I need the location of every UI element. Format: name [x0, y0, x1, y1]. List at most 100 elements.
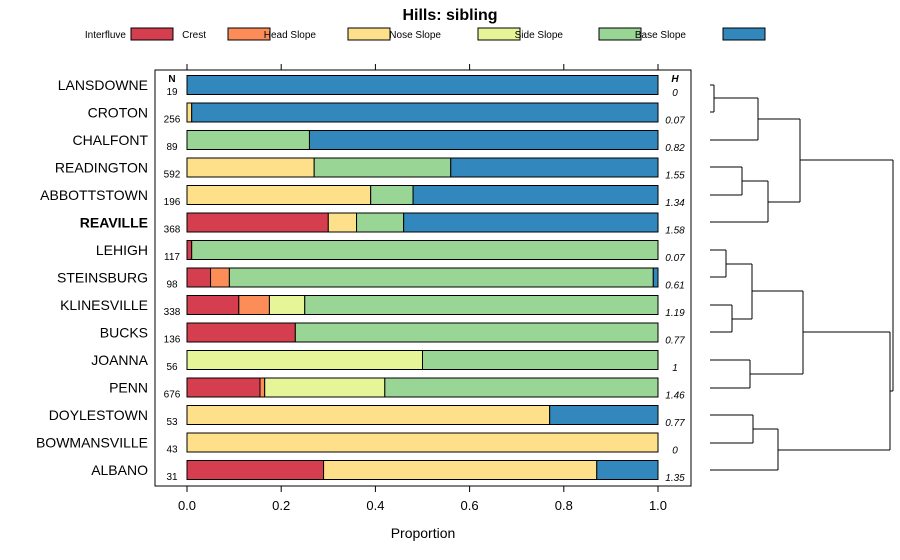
bar-segment [186, 377, 261, 398]
n-value: 136 [164, 335, 181, 346]
legend-swatch [722, 27, 766, 41]
category-label: PENN [109, 380, 148, 396]
x-tick-label: 0.0 [178, 498, 196, 513]
dendrogram-link [710, 84, 715, 113]
dendrogram-link [800, 159, 894, 392]
category-label: ALBANO [91, 462, 148, 478]
legend-label: Crest [182, 30, 206, 41]
legend-label: Interfluve [85, 30, 127, 41]
bar-segment [186, 350, 423, 370]
dendrogram-link [726, 263, 753, 320]
bar-segment [186, 102, 193, 123]
bar-segment [268, 295, 306, 315]
bar-segment [186, 267, 212, 288]
bar-segment [304, 295, 659, 315]
n-value: 368 [164, 225, 181, 236]
legend-swatch [598, 27, 642, 41]
legend-swatch [347, 27, 391, 41]
plot-frame [154, 69, 692, 487]
category-label: LANSDOWNE [58, 77, 148, 93]
bar-segment [210, 267, 230, 288]
bar-segment [264, 377, 386, 398]
legend-label: Base Slope [635, 30, 687, 41]
bar-segment [186, 185, 372, 205]
h-value: 1.34 [665, 198, 685, 209]
legend-label: Nose Slope [389, 30, 441, 41]
n-value: 56 [166, 362, 178, 373]
legend-label: Side Slope [515, 30, 564, 41]
n-value: 19 [166, 87, 178, 98]
dendrogram-link [758, 118, 801, 203]
dendrogram-link [710, 249, 727, 278]
n-value: 196 [164, 197, 181, 208]
bar-segment [412, 185, 659, 205]
bar-segment [186, 130, 310, 150]
bar-segment [403, 212, 659, 233]
dendrogram [710, 84, 894, 471]
bar-segment [186, 240, 193, 260]
h-value: 0 [672, 446, 678, 457]
h-value: 1.19 [665, 308, 685, 319]
bar-segment [356, 212, 405, 233]
n-value: 117 [164, 252, 180, 263]
bar-segment [327, 212, 358, 233]
bar-segment [549, 405, 659, 425]
bar-segment [186, 75, 659, 95]
category-label: BOWMANSVILLE [36, 435, 148, 451]
h-value: 0.07 [665, 253, 685, 264]
bar-segment [450, 157, 659, 178]
bar-segment [370, 185, 414, 205]
h-value: 1.46 [665, 391, 685, 402]
n-value: 98 [166, 280, 178, 291]
x-axis-label: Proportion [391, 525, 456, 541]
dendrogram-link [710, 414, 754, 444]
n-value: 676 [164, 390, 181, 401]
x-tick-label: 0.8 [555, 498, 573, 513]
category-label: KLINESVILLE [60, 297, 148, 313]
n-column-header: N [168, 74, 175, 85]
h-value: 0.77 [665, 418, 685, 429]
bar-segment [191, 240, 659, 260]
category-label: REAVILLE [80, 215, 148, 231]
category-label: DOYLESTOWN [49, 407, 148, 423]
category-label: JOANNA [91, 352, 148, 368]
h-value: 0 [672, 88, 678, 99]
dendrogram-link [778, 331, 891, 451]
n-value: 256 [164, 115, 181, 126]
h-value: 1 [672, 363, 678, 374]
x-tick-label: 0.6 [461, 498, 479, 513]
h-column-header: H [671, 74, 679, 85]
h-value: 0.07 [665, 116, 685, 127]
h-value: 1.35 [665, 473, 685, 484]
n-value: 53 [166, 417, 178, 428]
bar-segment [186, 405, 551, 425]
category-label: ABBOTTSTOWN [40, 187, 148, 203]
bar-segment [191, 102, 659, 123]
bar-segment [186, 157, 315, 178]
bar-segment [323, 460, 598, 480]
bar-segment [186, 432, 659, 453]
n-value: 31 [166, 472, 178, 483]
category-label: LEHIGH [96, 242, 148, 258]
legend-swatch [477, 27, 521, 41]
h-value: 0.61 [665, 281, 684, 292]
bar-segment [186, 212, 329, 233]
bar-segment [228, 267, 654, 288]
category-label: CROTON [88, 105, 148, 121]
category-label: STEINSBURG [57, 270, 148, 286]
dendrogram-link [710, 304, 733, 333]
category-label: BUCKS [100, 325, 148, 341]
bar-segment [596, 460, 659, 480]
bar-segment [186, 295, 240, 315]
bar-segment [186, 322, 296, 343]
dendrogram-link [750, 290, 804, 375]
bar-segment [652, 267, 659, 288]
bar-segment [313, 157, 452, 178]
n-value: 43 [166, 445, 178, 456]
x-tick-label: 1.0 [649, 498, 667, 513]
h-value: 0.82 [665, 143, 685, 154]
dendrogram-link [710, 359, 751, 389]
x-axis: 0.0 0.2 0.4 0.6 0.8 1.0 [178, 64, 667, 513]
bar-segment [186, 460, 325, 480]
dendrogram-link [710, 180, 769, 223]
